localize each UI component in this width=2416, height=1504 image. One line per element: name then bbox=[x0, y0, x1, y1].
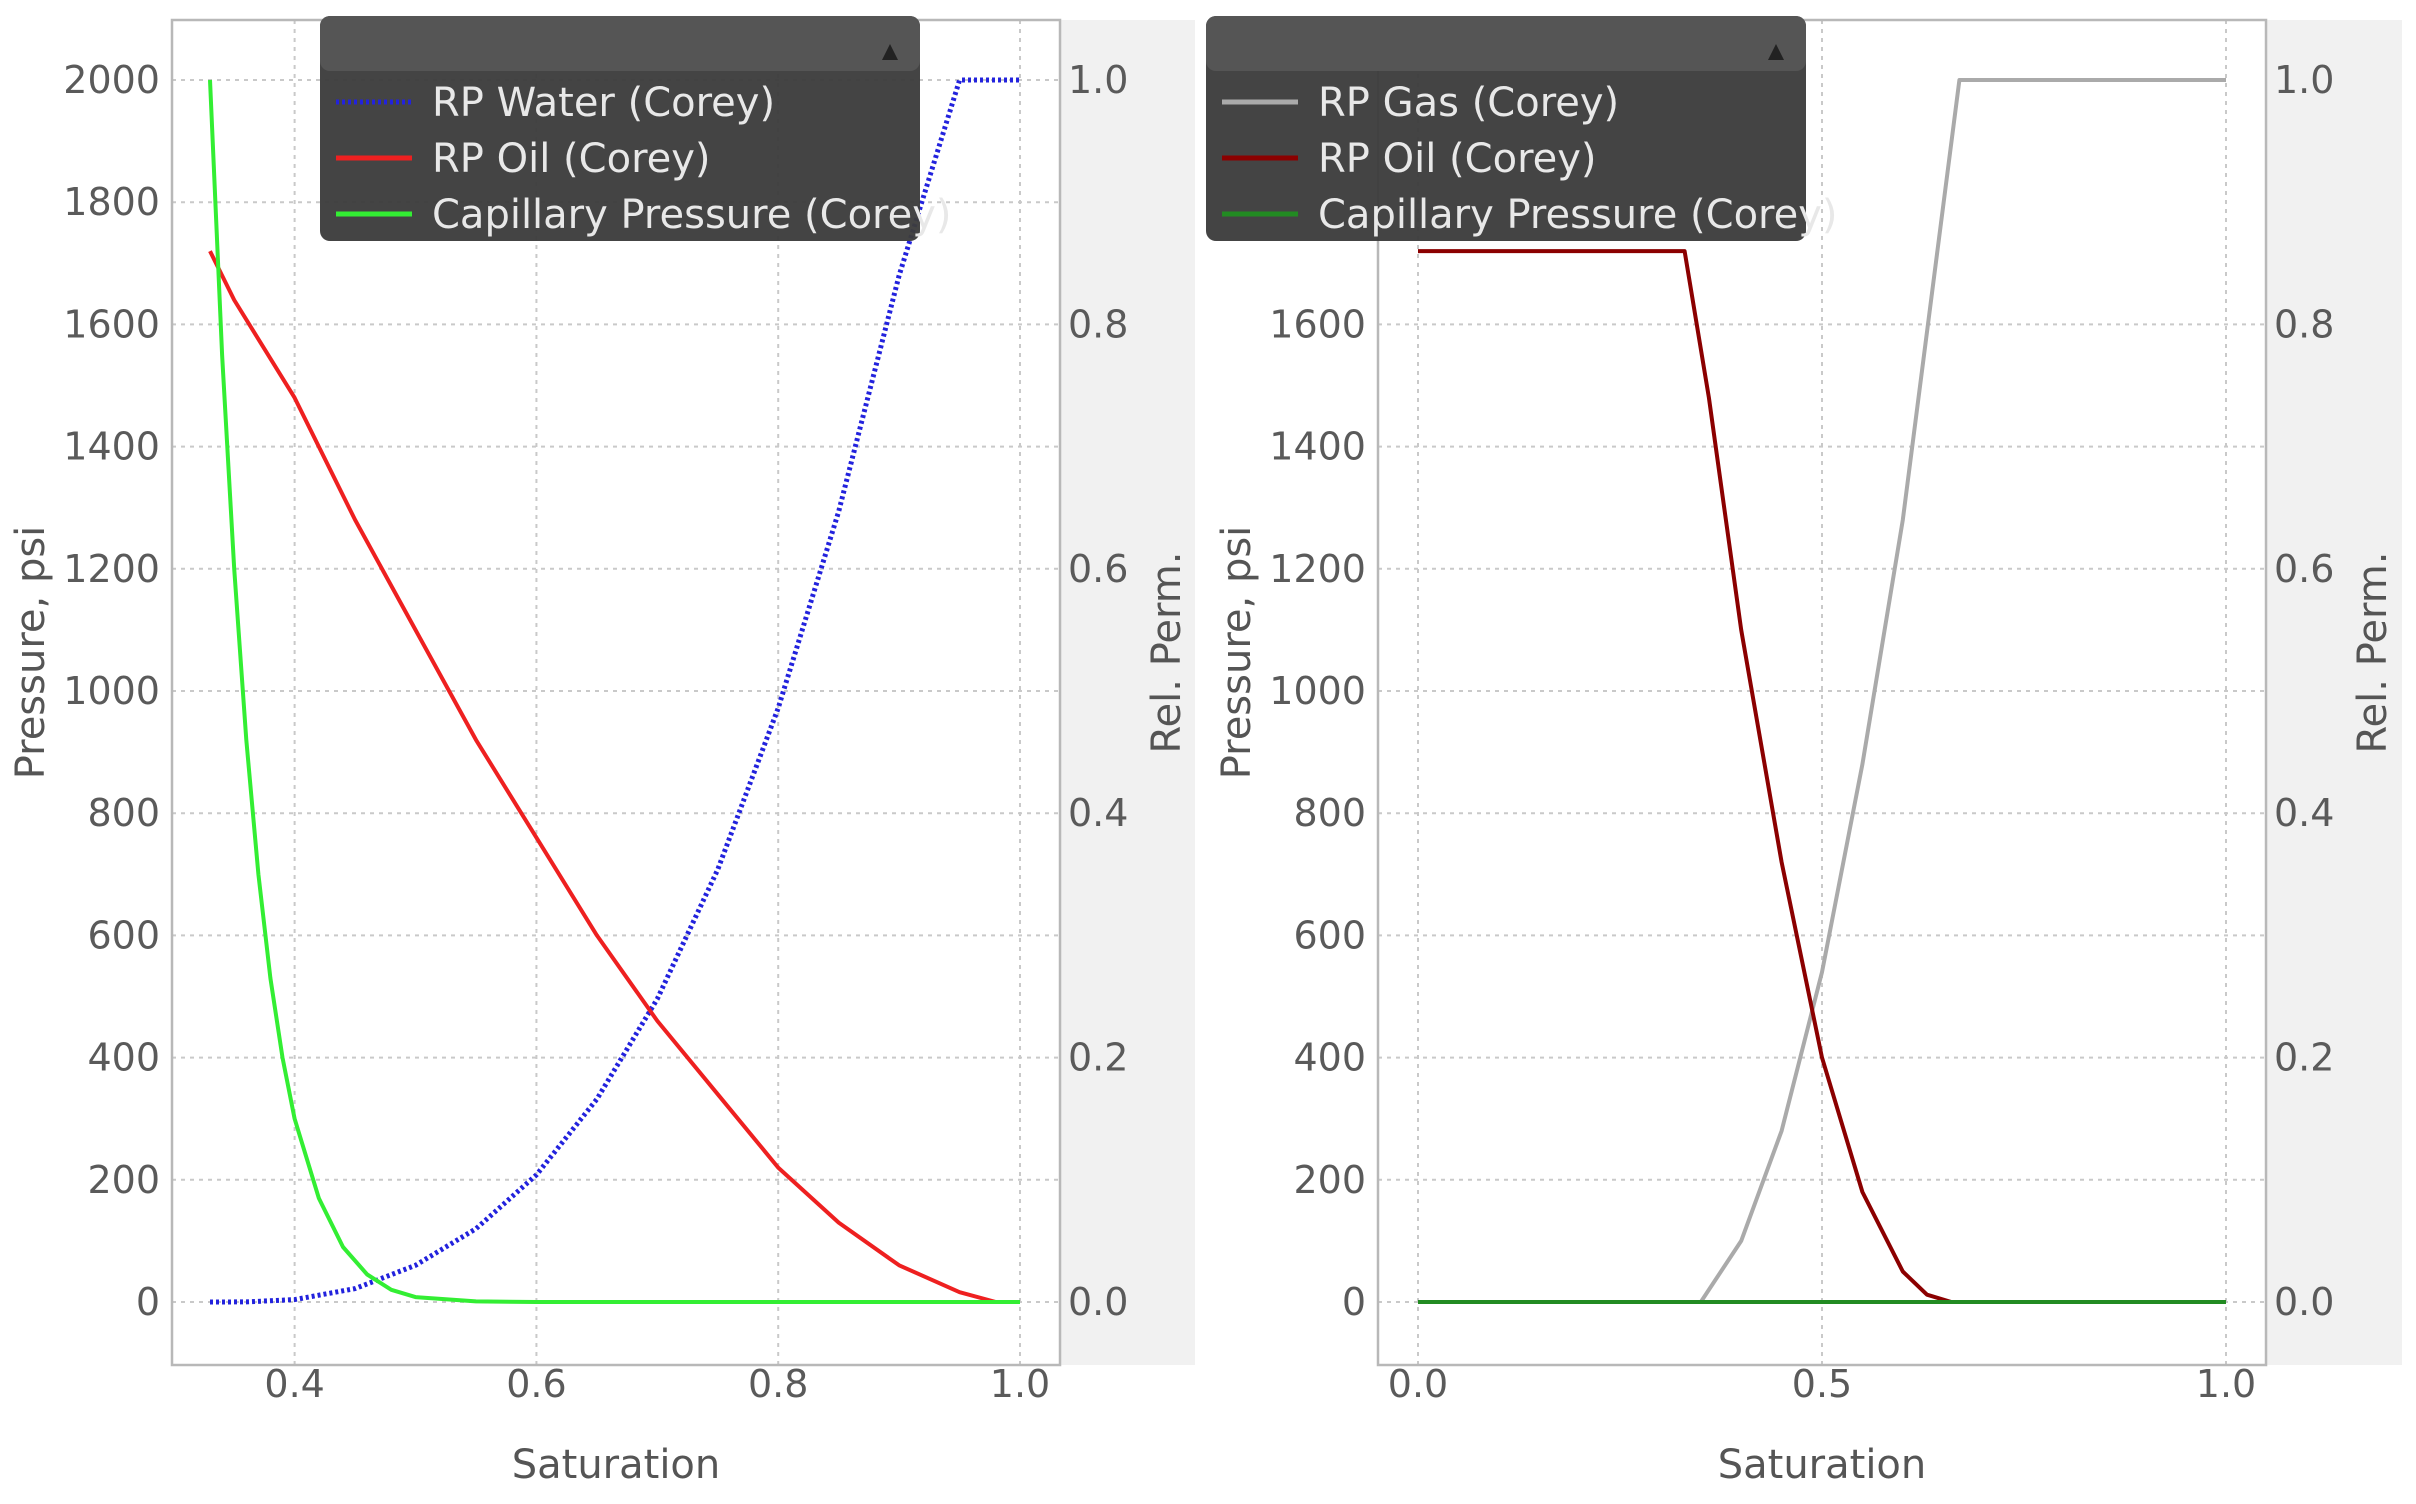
y-tick-label: 1000 bbox=[63, 669, 160, 713]
y-tick-label: 0 bbox=[1342, 1280, 1366, 1324]
y-axis-label: Pressure, psi bbox=[1214, 526, 1260, 780]
y2-axis-label: Rel. Perm. bbox=[1144, 552, 1190, 754]
legend-label: RP Oil (Corey) bbox=[432, 136, 711, 182]
y2-tick-label: 0.8 bbox=[1068, 302, 1128, 346]
y-tick-label: 1400 bbox=[63, 425, 160, 469]
y-axis-label: Pressure, psi bbox=[8, 526, 54, 780]
x-tick-label: 1.0 bbox=[2196, 1362, 2256, 1406]
x-tick-label: 0.4 bbox=[264, 1362, 324, 1406]
plot-frame bbox=[1376, 18, 2268, 1367]
y-tick-label: 1600 bbox=[1269, 302, 1366, 346]
y-tick-label: 600 bbox=[1293, 913, 1366, 957]
x-tick-label: 0.0 bbox=[1388, 1362, 1448, 1406]
y-tick-label: 400 bbox=[87, 1036, 160, 1080]
legend-label: RP Water (Corey) bbox=[432, 80, 775, 126]
legend: RP Water (Corey) RP Oil (Corey) Capillary … bbox=[320, 16, 952, 241]
chart-1: 0 200 400 600 800 1000 1200 1400 1600 1800 2000 0.0… bbox=[8, 16, 1195, 1488]
legend-label: Capillary Pressure (Corey) bbox=[432, 192, 952, 238]
x-tick-label: 0.6 bbox=[506, 1362, 566, 1406]
y-tick-label: 1400 bbox=[1269, 425, 1366, 469]
legend-label: Capillary Pressure (Corey) bbox=[1318, 192, 1838, 238]
y2-tick-label: 0.2 bbox=[2274, 1036, 2334, 1080]
y-tick-label: 1600 bbox=[63, 302, 160, 346]
y-tick-label: 1000 bbox=[1269, 669, 1366, 713]
y2-tick-label: 0.4 bbox=[1068, 791, 1128, 835]
y2-tick-label: 0.6 bbox=[1068, 547, 1128, 591]
series-line-2 bbox=[1418, 249, 1952, 1304]
x-tick-label: 0.8 bbox=[748, 1362, 808, 1406]
y2-tick-label: 0.0 bbox=[2274, 1280, 2334, 1324]
collapse-triangle-icon bbox=[882, 44, 898, 60]
y2-tick-label: 0.6 bbox=[2274, 547, 2334, 591]
y2-tick-label: 0.8 bbox=[2274, 302, 2334, 346]
collapse-triangle-icon bbox=[1768, 44, 1784, 60]
legend-header bbox=[1206, 16, 1806, 71]
y-tick-label: 2000 bbox=[63, 58, 160, 102]
x-tick-label: 0.5 bbox=[1792, 1362, 1852, 1406]
x-axis-label: Saturation bbox=[512, 1442, 721, 1488]
x-axis-label: Saturation bbox=[1718, 1442, 1927, 1488]
y2-tick-label: 1.0 bbox=[1068, 58, 1128, 102]
y-tick-label: 1200 bbox=[1269, 547, 1366, 591]
legend-label: RP Gas (Corey) bbox=[1318, 80, 1619, 126]
legend-background bbox=[320, 16, 920, 241]
y-tick-label: 0 bbox=[136, 1280, 160, 1324]
legend-background bbox=[1206, 16, 1806, 241]
y-tick-label: 400 bbox=[1293, 1036, 1366, 1080]
y2-tick-label: 0.0 bbox=[1068, 1280, 1128, 1324]
series-line-2 bbox=[208, 250, 997, 1304]
y-tick-label: 1800 bbox=[63, 180, 160, 224]
legend-header bbox=[320, 16, 920, 71]
y2-tick-label: 1.0 bbox=[2274, 58, 2334, 102]
series-line-3 bbox=[208, 79, 1020, 1304]
y-tick-label: 600 bbox=[87, 913, 160, 957]
y2-tick-label: 0.2 bbox=[1068, 1036, 1128, 1080]
y-tick-label: 200 bbox=[1293, 1158, 1366, 1202]
legend-label: RP Oil (Corey) bbox=[1318, 136, 1597, 182]
y-tick-label: 1200 bbox=[63, 547, 160, 591]
y-tick-label: 800 bbox=[1293, 791, 1366, 835]
y2-axis-label: Rel. Perm. bbox=[2350, 552, 2396, 754]
y-tick-label: 200 bbox=[87, 1158, 160, 1202]
chart-2: 0 200 400 600 800 1000 1200 1400 1600 0.0 0.2 0.4 0.… bbox=[1206, 16, 2402, 1488]
right-axis-panel bbox=[1060, 20, 1195, 1365]
right-axis-panel bbox=[2266, 20, 2402, 1365]
series-line-1 bbox=[1418, 78, 2226, 1304]
x-tick-label: 1.0 bbox=[990, 1362, 1050, 1406]
y2-tick-label: 0.4 bbox=[2274, 791, 2334, 835]
y-tick-label: 800 bbox=[87, 791, 160, 835]
legend: RP Gas (Corey) RP Oil (Corey) Capillary Pr… bbox=[1206, 16, 1838, 241]
